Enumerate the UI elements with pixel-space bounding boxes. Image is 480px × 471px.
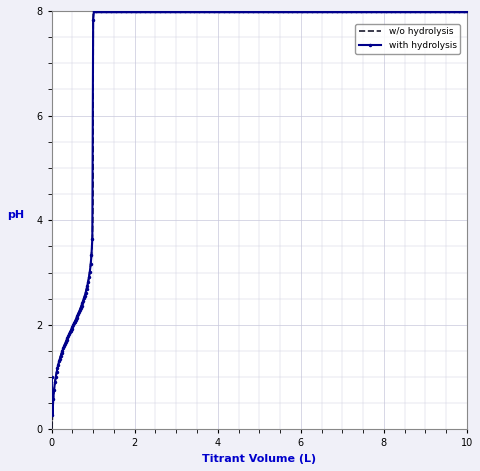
Line: w/o hydrolysis: w/o hydrolysis [52,11,467,430]
w/o hydrolysis [89,252,95,258]
w/o hydrolysis [90,170,96,175]
w/o hydrolysis [464,8,470,14]
with hydrolysis [202,8,207,14]
with hydrolysis [91,8,97,14]
with hydrolysis [318,8,324,14]
w/o hydrolysis [113,8,119,14]
Y-axis label: pH: pH [7,210,24,220]
with hydrolysis [171,8,177,14]
Legend: w/o hydrolysis, with hydrolysis: w/o hydrolysis, with hydrolysis [355,24,460,54]
w/o hydrolysis [289,8,295,14]
w/o hydrolysis [90,214,96,219]
with hydrolysis [154,8,159,14]
w/o hydrolysis [49,374,55,380]
with hydrolysis [49,374,55,380]
with hydrolysis [49,413,55,418]
w/o hydrolysis [90,8,96,14]
w/o hydrolysis [49,427,55,432]
w/o hydrolysis [90,8,96,14]
X-axis label: Titrant Volume (L): Titrant Volume (L) [202,454,316,464]
Line: with hydrolysis: with hydrolysis [49,9,469,417]
with hydrolysis [323,8,329,14]
with hydrolysis [464,8,470,14]
with hydrolysis [394,8,400,14]
